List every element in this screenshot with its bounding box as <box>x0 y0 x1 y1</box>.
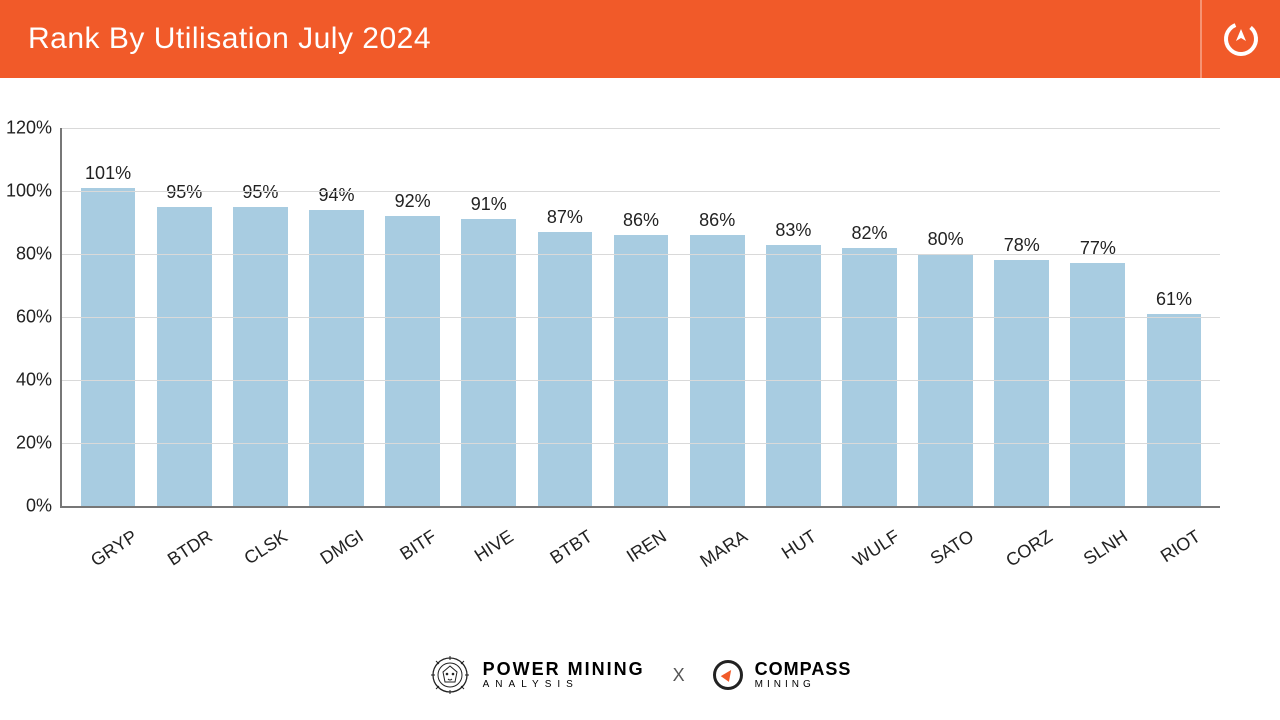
bar-rect <box>81 188 136 506</box>
bar-value-label: 83% <box>775 220 811 241</box>
x-tick-label: BTDR <box>164 526 217 570</box>
brand-power-mining: POWER MINING ANALYSIS <box>429 654 645 696</box>
y-tick-label: 100% <box>6 181 62 202</box>
x-tick-label: WULF <box>850 526 904 571</box>
x-tick-label: BITF <box>396 526 440 565</box>
x-tick-label: SLNH <box>1079 526 1131 570</box>
chart-container: 101%95%95%94%92%91%87%86%86%83%82%80%78%… <box>0 78 1280 630</box>
x-tick-label: IREN <box>623 526 671 567</box>
chart-x-labels: GRYPBTDRCLSKDMGIBITFHIVEBTBTIRENMARAHUTW… <box>60 514 1220 535</box>
y-tick-label: 60% <box>16 307 62 328</box>
chart-gridline <box>62 191 1220 192</box>
footer-brands: POWER MINING ANALYSIS X COMPASS MINING <box>0 630 1280 720</box>
x-tick-label: SATO <box>927 526 978 569</box>
chart-gridline <box>62 317 1220 318</box>
bar-value-label: 82% <box>851 223 887 244</box>
y-tick-label: 20% <box>16 433 62 454</box>
chart-gridline <box>62 443 1220 444</box>
bar-value-label: 61% <box>1156 289 1192 310</box>
brand1-main-label: POWER MINING <box>483 660 645 678</box>
x-tick-label: HIVE <box>471 526 518 566</box>
header-bar: Rank By Utilisation July 2024 <box>0 0 1280 78</box>
chart-gridline <box>62 128 1220 129</box>
bar-rect <box>994 260 1049 506</box>
bar-value-label: 77% <box>1080 238 1116 259</box>
bar-rect <box>461 219 516 506</box>
bar-rect <box>766 245 821 506</box>
brand1-sub-label: ANALYSIS <box>483 680 645 690</box>
x-tick-label: CLSK <box>241 526 292 569</box>
y-tick-label: 120% <box>6 118 62 139</box>
brand-compass-text: COMPASS MINING <box>755 660 852 690</box>
page-title: Rank By Utilisation July 2024 <box>28 22 431 56</box>
x-tick-label: MARA <box>697 526 752 572</box>
x-tick-label: GRYP <box>87 526 141 571</box>
bar-rect <box>157 207 212 506</box>
brand-separator: X <box>673 665 685 686</box>
compass-icon <box>713 660 743 690</box>
bar-rect <box>385 216 440 506</box>
y-tick-label: 0% <box>26 496 62 517</box>
header-logo-box <box>1200 0 1280 78</box>
chart-plot-area: 101%95%95%94%92%91%87%86%86%83%82%80%78%… <box>60 128 1220 508</box>
bar-value-label: 95% <box>166 182 202 203</box>
x-tick-label: DMGI <box>317 526 368 569</box>
brand-power-mining-text: POWER MINING ANALYSIS <box>483 660 645 690</box>
bar-rect <box>1070 263 1125 506</box>
bar-rect <box>538 232 593 506</box>
bar-rect <box>1147 314 1202 506</box>
bar-rect <box>690 235 745 506</box>
brand2-sub-label: MINING <box>755 680 852 690</box>
bar-value-label: 86% <box>699 210 735 231</box>
bar-value-label: 101% <box>85 163 131 184</box>
x-tick-label: CORZ <box>1002 526 1056 571</box>
x-tick-label: BTBT <box>546 526 596 569</box>
bar-value-label: 94% <box>318 185 354 206</box>
y-tick-label: 80% <box>16 244 62 265</box>
bar-value-label: 80% <box>928 229 964 250</box>
bar-value-label: 87% <box>547 207 583 228</box>
bar-rect <box>614 235 669 506</box>
compass-logo-icon <box>1221 19 1261 59</box>
bar-rect <box>842 248 897 506</box>
bar-value-label: 91% <box>471 194 507 215</box>
x-tick-label: HUT <box>778 526 820 564</box>
y-tick-label: 40% <box>16 370 62 391</box>
bar-rect <box>233 207 288 506</box>
page-root: Rank By Utilisation July 2024 101% 95% 95%… <box>0 0 1280 720</box>
bar-value-label: 86% <box>623 210 659 231</box>
brand2-main-label: COMPASS <box>755 660 852 678</box>
bar-value-label: 92% <box>395 191 431 212</box>
lion-icon <box>429 654 471 696</box>
brand-compass-mining: COMPASS MINING <box>713 660 852 690</box>
x-tick-label: RIOT <box>1157 526 1205 567</box>
bar-value-label: 95% <box>242 182 278 203</box>
chart-gridline <box>62 380 1220 381</box>
chart-gridline <box>62 254 1220 255</box>
